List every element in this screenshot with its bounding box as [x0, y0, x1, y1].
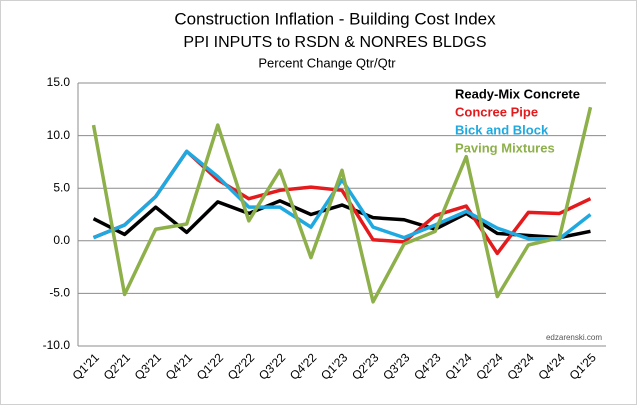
chart-title: Construction Inflation - Building Cost I…	[174, 9, 496, 28]
y-label: Percent Change Qtr/Qtr	[258, 55, 396, 70]
annotation: edzarenski.com	[546, 333, 602, 342]
legend-entry: Ready-Mix Concrete	[455, 86, 580, 101]
y-tick-label: -5.0	[49, 286, 70, 300]
y-tick-label: 10.0	[47, 128, 71, 142]
legend-entry: Bick and Block	[455, 122, 549, 137]
y-tick-label: -10.0	[43, 338, 71, 352]
series-line	[91, 106, 593, 304]
legend-entry: Paving Mixtures	[455, 140, 555, 155]
y-tick-label: 0.0	[53, 233, 70, 247]
series-line	[92, 149, 592, 241]
y-tick-label: 15.0	[47, 75, 71, 89]
y-tick-label: 5.0	[53, 180, 70, 194]
chart-subtitle: PPI INPUTS to RSDN & NONRES BLDGS	[183, 34, 486, 51]
legend-entry: Concree Pipe	[455, 104, 538, 119]
